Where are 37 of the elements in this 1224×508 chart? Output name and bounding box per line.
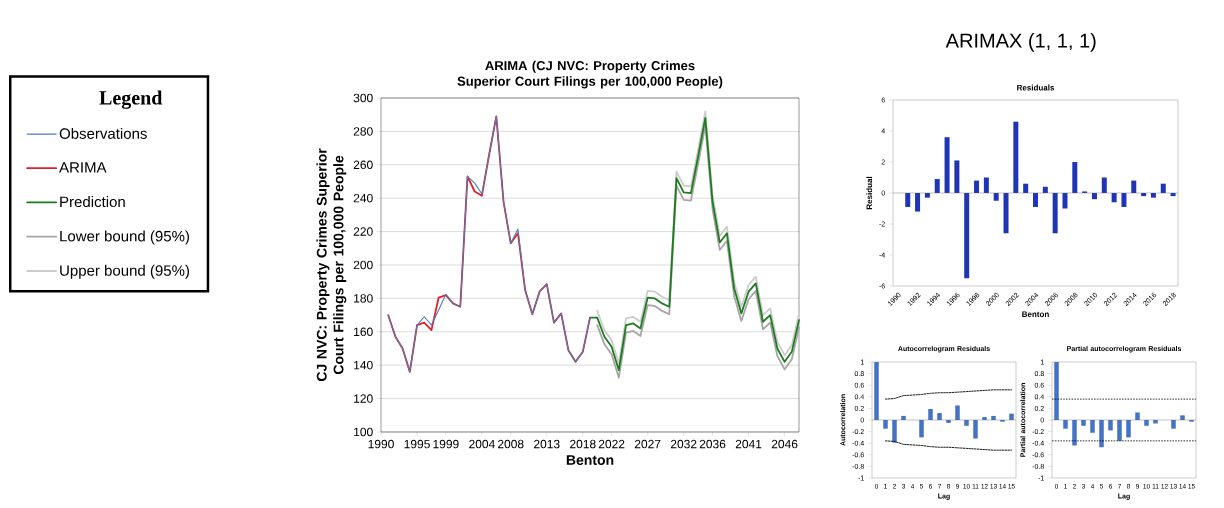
x-axis-title: Benton [1022, 311, 1049, 317]
x-tick-label: 1990 [368, 439, 394, 449]
legend-label: Upper bound (95%) [60, 264, 189, 279]
x-tick-label: 2022 [598, 439, 625, 449]
y-axis-title: CJ NVC: Property Crimes Superior Court Filings per 100,000 People [316, 148, 347, 382]
y-tick-label: 300 [353, 93, 373, 103]
x-tick-label: 1995 [404, 439, 430, 449]
x-tick-label: 2041 [735, 439, 762, 449]
x-tick-label: 2032 [670, 439, 697, 449]
legend-title: Legend [99, 90, 163, 109]
y-tick-label: 160 [354, 327, 373, 337]
y-tick-label: 220 [353, 227, 373, 236]
legend-label: Observations [59, 127, 147, 139]
y-tick-label: 180 [354, 294, 373, 303]
y-tick-label: 280 [353, 127, 373, 136]
legend-label: Prediction [60, 196, 125, 208]
x-tick-label: 2046 [771, 439, 798, 449]
chart-title: ARIMA (CJ NVC: Property Crimes Superior Court Filings per 100,000 People) [457, 60, 723, 89]
y-axis-title: Residual [866, 176, 873, 210]
legend-label: ARIMA [59, 162, 107, 173]
y-tick-label: 260 [353, 160, 373, 170]
x-tick-label: 2027 [634, 439, 661, 449]
x-tick-label: 2004 [469, 439, 495, 449]
chart-title: Residuals [1017, 84, 1055, 91]
y-tick-label: 140 [354, 360, 373, 370]
x-tick-label: 2008 [497, 439, 524, 449]
legend-label: Lower bound (95%) [60, 230, 189, 245]
x-axis-title: Benton [566, 455, 614, 465]
y-tick-label: 120 [354, 394, 373, 403]
text: ARIMAX (1, 1, 1) [945, 33, 1096, 52]
x-tick-label: 2013 [534, 439, 560, 449]
y-tick-label: 200 [353, 260, 373, 270]
x-tick-label: 2036 [699, 439, 726, 449]
x-tick-label: 2018 [570, 439, 596, 449]
x-tick-label: 1999 [433, 439, 459, 449]
y-tick-label: 100 [354, 427, 373, 437]
y-tick-label: 240 [353, 193, 373, 203]
